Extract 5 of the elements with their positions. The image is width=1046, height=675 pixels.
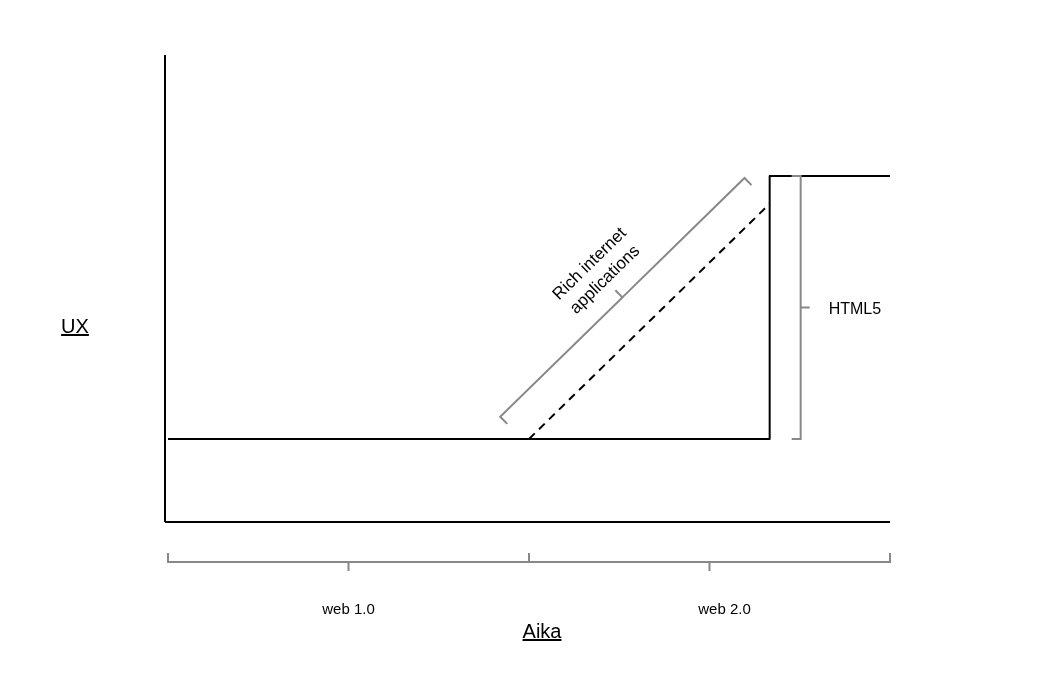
y-axis-title: UX <box>61 315 89 337</box>
text: web 2.0 <box>697 600 751 617</box>
text: web 1.0 <box>321 600 375 617</box>
x-axis-title: Aika <box>522 620 563 642</box>
annotation: HTML5 <box>828 299 882 317</box>
